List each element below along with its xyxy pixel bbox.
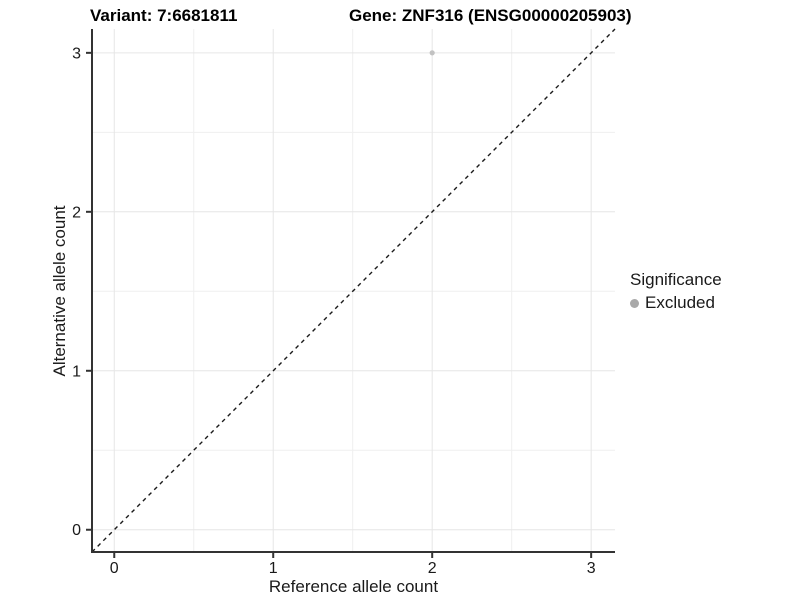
y-axis-tick-label: 1 [72, 363, 81, 380]
legend-key-dot-icon [630, 298, 639, 308]
y-axis-tick-label: 3 [72, 45, 81, 62]
data-point [429, 50, 435, 56]
x-axis-tick-label: 2 [428, 560, 437, 577]
y-axis-tick-label: 0 [72, 522, 81, 539]
plot-title-variant: Variant: 7:6681811 [90, 6, 238, 25]
plot-title-gene: Gene: ZNF316 (ENSG00000205903) [349, 6, 632, 25]
legend: Significance Excluded [630, 270, 722, 313]
identity-reference-line [91, 28, 616, 553]
x-axis-tick-label: 1 [269, 560, 278, 577]
legend-item-excluded: Excluded [630, 293, 722, 313]
x-axis-tick-label: 3 [587, 560, 596, 577]
y-axis-title: Alternative allele count [50, 205, 69, 377]
legend-item-label: Excluded [645, 293, 715, 312]
x-axis-tick-label: 0 [110, 560, 119, 577]
legend-title: Significance [630, 270, 722, 289]
y-axis-tick-label: 2 [72, 204, 81, 221]
x-axis-title: Reference allele count [268, 577, 439, 596]
